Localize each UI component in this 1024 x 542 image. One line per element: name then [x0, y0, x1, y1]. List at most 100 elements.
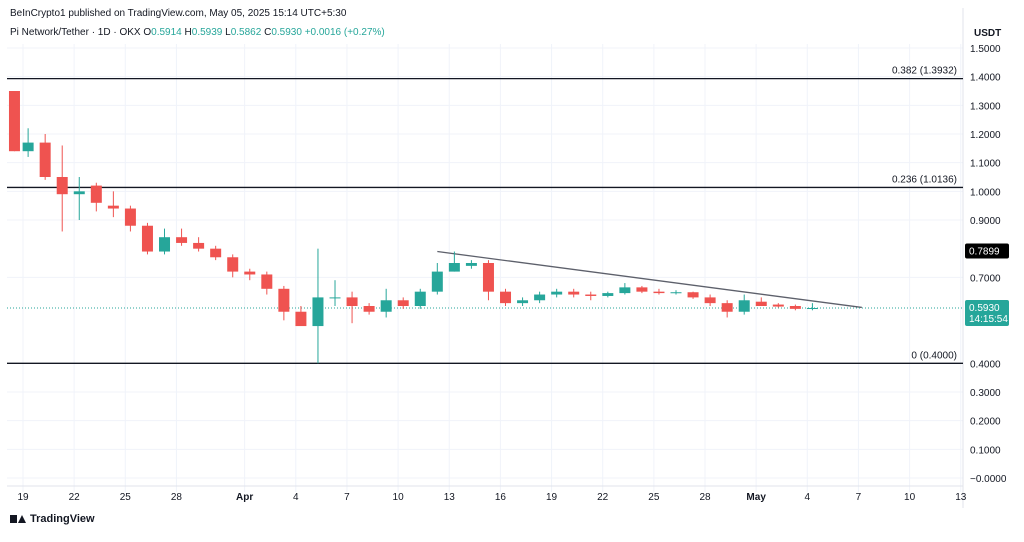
candle: [176, 228, 188, 246]
candle-body: [738, 300, 750, 312]
candle-body: [380, 300, 392, 312]
candle-body: [670, 292, 682, 294]
candle: [39, 134, 51, 180]
candle: [210, 245, 222, 261]
time-tick-label: 19: [17, 492, 29, 503]
price-tag: 0.7899: [965, 243, 1009, 259]
price-tick-label: 1.4000: [970, 73, 1001, 84]
candle: [721, 300, 733, 318]
candle-body: [278, 288, 290, 312]
tradingview-logo[interactable]: TradingView: [10, 513, 95, 525]
time-tick-label: 7: [856, 492, 862, 503]
candle: [107, 191, 119, 218]
candle: [602, 291, 614, 298]
fib-level-label: 0.236 (1.0136): [892, 174, 957, 185]
price-tick-label: 0.1000: [970, 445, 1001, 456]
candle: [551, 288, 563, 298]
price-tick-label: 1.5000: [970, 44, 1001, 55]
candle-body: [124, 208, 136, 226]
high-label: H: [184, 27, 192, 38]
price-tick-label: 1.3000: [970, 101, 1001, 112]
candle-body: [193, 242, 205, 249]
candle: [806, 303, 818, 311]
candle-body: [56, 177, 68, 195]
candle-body: [448, 263, 460, 272]
price-tick-label: 1.1000: [970, 159, 1001, 170]
candle: [124, 205, 136, 232]
brand-label: TradingView: [30, 513, 95, 525]
time-axis[interactable]: 19 22 25 28 Apr 4 7 10 13 16 19 22 25 28 May 4 7 10 13: [17, 492, 966, 503]
candle: [738, 294, 750, 315]
candle-body: [159, 237, 171, 252]
time-tick-label: 22: [597, 492, 609, 503]
candle-body: [534, 294, 546, 301]
candle: [346, 291, 358, 324]
close-value: 0.5930: [271, 27, 302, 38]
candle-body: [141, 225, 153, 252]
candles: [8, 91, 818, 364]
price-tick-label: 1.2000: [970, 130, 1001, 141]
time-tick-label: 4: [293, 492, 299, 503]
chart-container[interactable]: BeInCrypto1 published on TradingView.com…: [7, 8, 1017, 534]
candle-body: [107, 205, 119, 209]
candle-body: [39, 142, 51, 177]
candle: [687, 291, 699, 299]
candle: [755, 297, 767, 306]
change-value: +0.0016 (+0.27%): [304, 27, 385, 38]
open-label: O: [143, 27, 152, 38]
time-tick-label: 22: [69, 492, 81, 503]
tradingview-logo-icon: [10, 514, 26, 524]
symbol-label: Pi Network/Tether · 1D · OKX: [10, 27, 141, 38]
price-tick-label: 0.2000: [970, 417, 1001, 428]
price-tick-label: 1.0000: [970, 187, 1001, 198]
candle-body: [261, 274, 273, 289]
candle-body: [227, 257, 239, 272]
candle: [414, 288, 426, 309]
candle-body: [517, 300, 529, 304]
price-tick-label: −0.0000: [970, 474, 1007, 485]
candle-body: [363, 306, 375, 312]
last-price-value: 0.5930: [969, 303, 1000, 314]
candle: [500, 288, 512, 306]
candle: [448, 251, 460, 272]
candle: [56, 145, 68, 232]
time-tick-label: 25: [648, 492, 660, 503]
candle: [193, 237, 205, 252]
candle: [465, 260, 477, 269]
candle-body: [687, 292, 699, 298]
candle: [534, 291, 546, 304]
candle: [312, 248, 324, 364]
candle: [653, 288, 665, 295]
candle-body: [397, 300, 409, 306]
close-label: C: [264, 27, 272, 38]
time-tick-label: 13: [955, 492, 967, 503]
price-axis[interactable]: 1.5000 1.4000 1.3000 1.2000 1.1000 1.0000 0.90…: [970, 44, 1007, 485]
low-value: 0.5862: [230, 27, 262, 38]
time-tick-label: 4: [805, 492, 811, 503]
candle-body: [465, 263, 477, 266]
time-tick-label: 28: [171, 492, 183, 503]
price-tag-label: 0.7899: [969, 247, 1000, 258]
candle-body: [431, 271, 443, 292]
candle: [244, 268, 256, 281]
trendline-layer: [7, 250, 963, 309]
candle: [159, 228, 171, 255]
open-value: 0.5914: [151, 27, 182, 38]
candle: [670, 290, 682, 295]
candle: [261, 271, 273, 295]
fib-level-label: 0.382 (1.3932): [892, 66, 957, 77]
candle-body: [244, 271, 256, 275]
low-label: L: [225, 27, 231, 38]
candle: [517, 297, 529, 306]
fib-level-label: 0 (0.4000): [911, 350, 957, 361]
ohlc-legend: Pi Network/Tether · 1D · OKX O0.5914 H0.…: [10, 27, 385, 38]
price-chart[interactable]: 0.382 (1.3932) 0.236 (1.0136) 0 (0.4000) 1…: [7, 8, 1017, 534]
time-tick-label: 13: [444, 492, 456, 503]
time-tick-label: Apr: [236, 492, 253, 503]
candle-body: [414, 291, 426, 306]
candle: [329, 280, 341, 306]
high-value: 0.5939: [191, 27, 223, 38]
candle: [619, 283, 631, 295]
